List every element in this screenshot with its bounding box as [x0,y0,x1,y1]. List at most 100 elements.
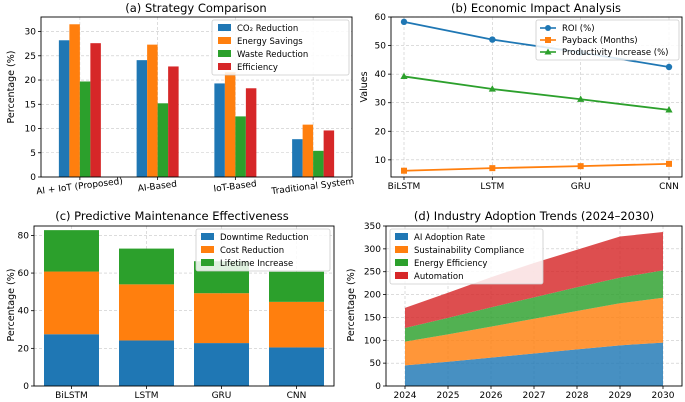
bar-waste-reduction-ai-based [157,103,169,177]
bar-lifetime-increase-lstm [119,248,174,285]
bar-downtime-reduction-bilstm [44,334,99,386]
point-roi-bilstm [400,18,408,26]
bar-lifetime-increase-bilstm [44,230,99,272]
line-payback-months [403,162,670,172]
legend-label-energy-efficiency: Energy Efficiency [414,259,487,269]
legend-label-automation: Automation [414,272,464,282]
point-roi-cnn [665,63,673,71]
bar-efficiency-ai-iot-proposed [90,43,101,177]
bar-cost-reduction-lstm [119,284,174,341]
point-productivity-increase-bilstm [400,72,408,80]
point-payback-months-cnn [666,160,672,167]
x-tick-label: 2028 [566,391,589,401]
bar-waste-reduction-iot-based [235,116,246,177]
line-productivity-increase [403,75,670,111]
x-tick-label: 2027 [523,391,546,401]
x-tick-label: AI-Based [137,180,177,195]
x-tick-label: CNN [659,182,679,192]
area-sustainability-compliance [405,297,663,366]
point-productivity-increase-gru [577,95,585,102]
panel-strategy-comparison: (a) Strategy Comparison Percentage (%) 0… [6,1,355,197]
areas-d: 0 50 100 150 200 250 300 350 2024 2025 2026 2027 202… [364,222,682,401]
plot-frame-c [33,225,335,387]
y-tick-label: 30 [25,28,37,38]
bar-cost-reduction-cnn [269,301,324,348]
y-tick-label: 50 [375,42,387,52]
legend-label-ai-adoption: AI Adoption Rate [414,233,485,243]
plot-frame-a [40,16,353,178]
bar-waste-reduction-ai-iot-proposed [79,81,91,177]
bar-energy-savings-iot-based [224,72,236,177]
x-tick-label: 2030 [652,391,675,401]
legend-label-payback: Payback (Months) [562,36,638,46]
y-tick-label: 60 [18,269,30,279]
panel-adoption-trends: (d) Industry Adoption Trends (2024–2030)… [346,209,683,401]
x-tick-label: 2025 [437,391,460,401]
x-tick-label: LSTM [135,391,159,401]
legend-label-lifetime: Lifetime Increase [220,259,293,269]
y-tick-label: 60 [375,13,387,23]
bar-energy-savings-traditional-system [302,124,314,177]
legend-swatch-downtime [201,233,214,240]
x-tick-label: Traditional System [270,177,355,197]
legend-label-co2-reduction: CO₂ Reduction [237,24,298,34]
area-energy-efficiency [405,270,663,342]
bar-co-reduction-ai-iot-proposed [58,40,70,177]
legend-swatch-energy-efficiency [395,259,408,266]
legend-label-energy-savings: Energy Savings [237,37,303,47]
bar-co-reduction-traditional-system [292,139,303,177]
bar-energy-savings-ai-based [147,44,158,177]
y-tick-label: 40 [375,70,387,80]
x-tick-label: 2024 [394,391,417,401]
title-c: (c) Predictive Maintenance Effectiveness [55,209,289,223]
legend-d: AI Adoption Rate Sustainability Complian… [389,228,544,285]
point-payback-months-bilstm [401,167,407,174]
legend-swatch-sustainability [395,246,408,253]
title-d: (d) Industry Adoption Trends (2024–2030) [414,209,654,223]
bar-cost-reduction-gru [194,293,249,344]
x-tick-label: LSTM [480,182,504,192]
legend-marker-payback [540,37,556,43]
y-tick-label: 15 [25,100,36,110]
x-tick-label: BiLSTM [388,182,421,192]
y-tick-label: 350 [364,222,381,232]
y-tick-label: 50 [370,359,382,369]
legend-swatch-efficiency [218,63,231,70]
legend-label-roi: ROI (%) [562,24,595,34]
legend-swatch-lifetime [201,259,214,266]
legend-marker-roi [540,25,556,31]
x-tick-label: IoT-Based [213,179,257,194]
bar-lifetime-increase-cnn [269,271,324,302]
plot-frame-b [390,16,683,178]
point-payback-months-lstm [489,165,496,172]
legend-swatch-energy-savings [218,37,231,44]
ylabel-b: Values [359,71,370,102]
legend-label-productivity: Productivity Increase (%) [562,48,668,58]
y-tick-label: 5 [30,149,36,159]
bars-c: 0 20 40 60 80 BiLSTM LSTM GRU CNN [18,226,334,401]
area-ai-adoption-rate [405,342,663,386]
legend-label-waste-reduction: Waste Reduction [237,50,308,60]
bar-co-reduction-iot-based [214,83,225,177]
ylabel-d: Percentage (%) [346,269,357,342]
panel-predictive-maintenance: (c) Predictive Maintenance Effectiveness… [6,209,335,401]
y-tick-label: 0 [375,382,381,392]
y-tick-label: 20 [375,127,387,137]
x-tick-label: CNN [287,391,307,401]
bar-efficiency-iot-based [245,88,257,177]
x-tick-label: 2029 [609,391,632,401]
title-a: (a) Strategy Comparison [125,1,266,15]
legend-swatch-cost [201,246,214,253]
y-tick-label: 10 [25,125,37,135]
plot-frame-d [385,225,683,387]
bar-downtime-reduction-lstm [119,340,174,386]
legend-swatch-co2-reduction [218,24,231,31]
legend-label-efficiency: Efficiency [237,63,278,73]
y-tick-label: 100 [364,336,381,346]
legend-swatch-waste-reduction [218,50,231,57]
legend-label-cost: Cost Reduction [220,246,284,256]
ylabel-a: Percentage (%) [6,51,17,124]
legend-marker-productivity [540,48,556,55]
point-productivity-increase-cnn [665,106,673,113]
